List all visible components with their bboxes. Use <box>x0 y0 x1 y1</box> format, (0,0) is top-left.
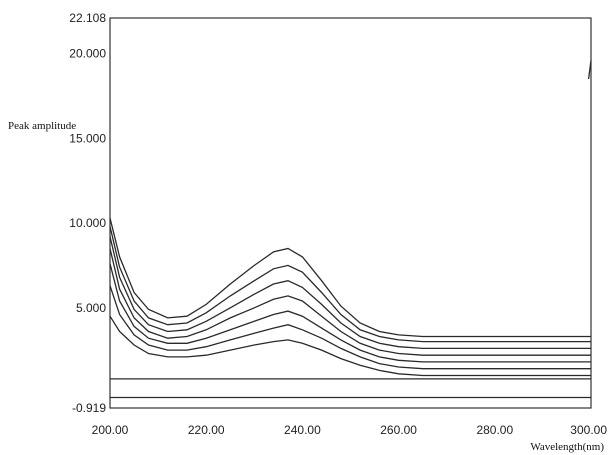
y-tick-label: 20.000 <box>69 47 106 61</box>
x-tick-label: 260.00 <box>380 423 417 437</box>
y-axis-title: Peak amplitude <box>8 120 76 132</box>
x-tick-label: 300.00 <box>570 423 607 437</box>
x-tick-label: 240.00 <box>284 423 321 437</box>
y-tick-label: 5.000 <box>76 301 106 315</box>
plot-frame <box>109 17 592 409</box>
series-line-6 <box>109 285 591 370</box>
series-layer <box>109 60 592 399</box>
series-line-2 <box>109 226 591 343</box>
y-tick-label: 10.000 <box>69 216 106 230</box>
y-tick-label: -0.919 <box>72 401 106 415</box>
y-tick-label: 15.000 <box>69 131 106 145</box>
series-line-5 <box>109 263 591 363</box>
x-tick-label: 280.00 <box>476 423 513 437</box>
x-tick-label: 220.00 <box>188 423 225 437</box>
series-line-4 <box>109 248 591 356</box>
y-tick-labels: 22.108 20.000 15.000 10.000 5.000 -0.919 <box>69 11 106 415</box>
series-line-3 <box>109 236 591 350</box>
end-spike-line <box>587 60 592 80</box>
x-tick-labels: 200.00 220.00 240.00 260.00 280.00 300.00 <box>92 423 608 437</box>
x-tick-label: 200.00 <box>92 423 129 437</box>
series-line-7 <box>109 315 591 377</box>
y-tick-label: 22.108 <box>69 11 106 25</box>
series-line-1 <box>109 217 591 338</box>
x-axis-title: Wavelength(nm) <box>530 441 604 453</box>
